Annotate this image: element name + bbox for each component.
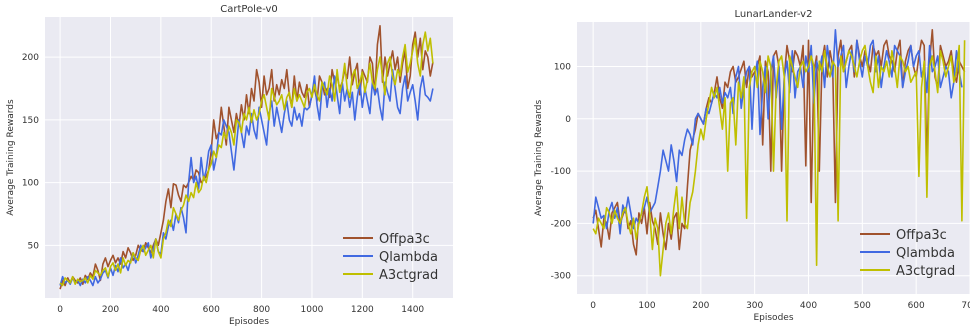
x-tick-label: 400 <box>800 301 817 311</box>
y-tick-label: 200 <box>22 53 39 63</box>
legend-label: A3ctgrad <box>379 268 438 283</box>
y-tick-label: 150 <box>22 116 39 126</box>
x-tick-label: 0 <box>590 301 596 311</box>
x-axis-label: Episodes <box>753 313 793 323</box>
x-tick-label: 1000 <box>301 305 324 315</box>
y-axis-label: Average Training Rewards <box>534 99 544 216</box>
x-tick-label: 500 <box>854 301 871 311</box>
x-tick-label: 200 <box>692 301 709 311</box>
legend-label: A3ctgrad <box>896 264 955 279</box>
x-tick-label: 600 <box>203 305 220 315</box>
y-tick-label: 0 <box>565 115 571 125</box>
x-tick-label: 600 <box>908 301 925 311</box>
chart-title: CartPole-v0 <box>220 4 278 15</box>
x-tick-label: 300 <box>746 301 763 311</box>
x-tick-label: 1200 <box>351 305 374 315</box>
x-tick-label: 400 <box>152 305 169 315</box>
y-tick-label: 100 <box>554 62 571 72</box>
legend-label: Qlambda <box>379 250 438 265</box>
series-line-offpa3c <box>59 24 434 290</box>
series-line-a3ctgrad <box>592 40 966 277</box>
legend-label: Offpa3c <box>896 228 947 243</box>
chart-lunarlander: 0 100 200 300 400 500 600 700 -300 -200 -100 0 100 Lu… <box>534 9 970 323</box>
y-tick-label: 50 <box>28 241 40 251</box>
x-tick-label: 700 <box>961 301 970 311</box>
x-tick-label: 100 <box>638 301 655 311</box>
legend-label: Offpa3c <box>379 232 430 247</box>
y-tick-label: -200 <box>551 219 572 229</box>
x-axis-label: Episodes <box>229 317 269 327</box>
series-group <box>59 24 434 290</box>
x-tick-label: 1400 <box>401 305 424 315</box>
series-group <box>592 28 966 277</box>
legend-label: Qlambda <box>896 246 955 261</box>
series-line-qlambda <box>592 28 963 235</box>
y-tick-label: 100 <box>22 179 39 189</box>
y-tick-label: -100 <box>551 167 572 177</box>
x-tick-label: 200 <box>102 305 119 315</box>
x-tick-label: 800 <box>253 305 270 315</box>
y-tick-label: -300 <box>551 272 572 282</box>
series-line-a3ctgrad <box>59 31 434 287</box>
chart-cartpole: 0 200 400 600 800 1000 1200 1400 50 100 150 200 Cart… <box>6 4 453 327</box>
y-axis-label: Average Training Rewards <box>6 99 16 216</box>
chart-title: LunarLander-v2 <box>735 9 813 20</box>
x-tick-label: 0 <box>57 305 63 315</box>
